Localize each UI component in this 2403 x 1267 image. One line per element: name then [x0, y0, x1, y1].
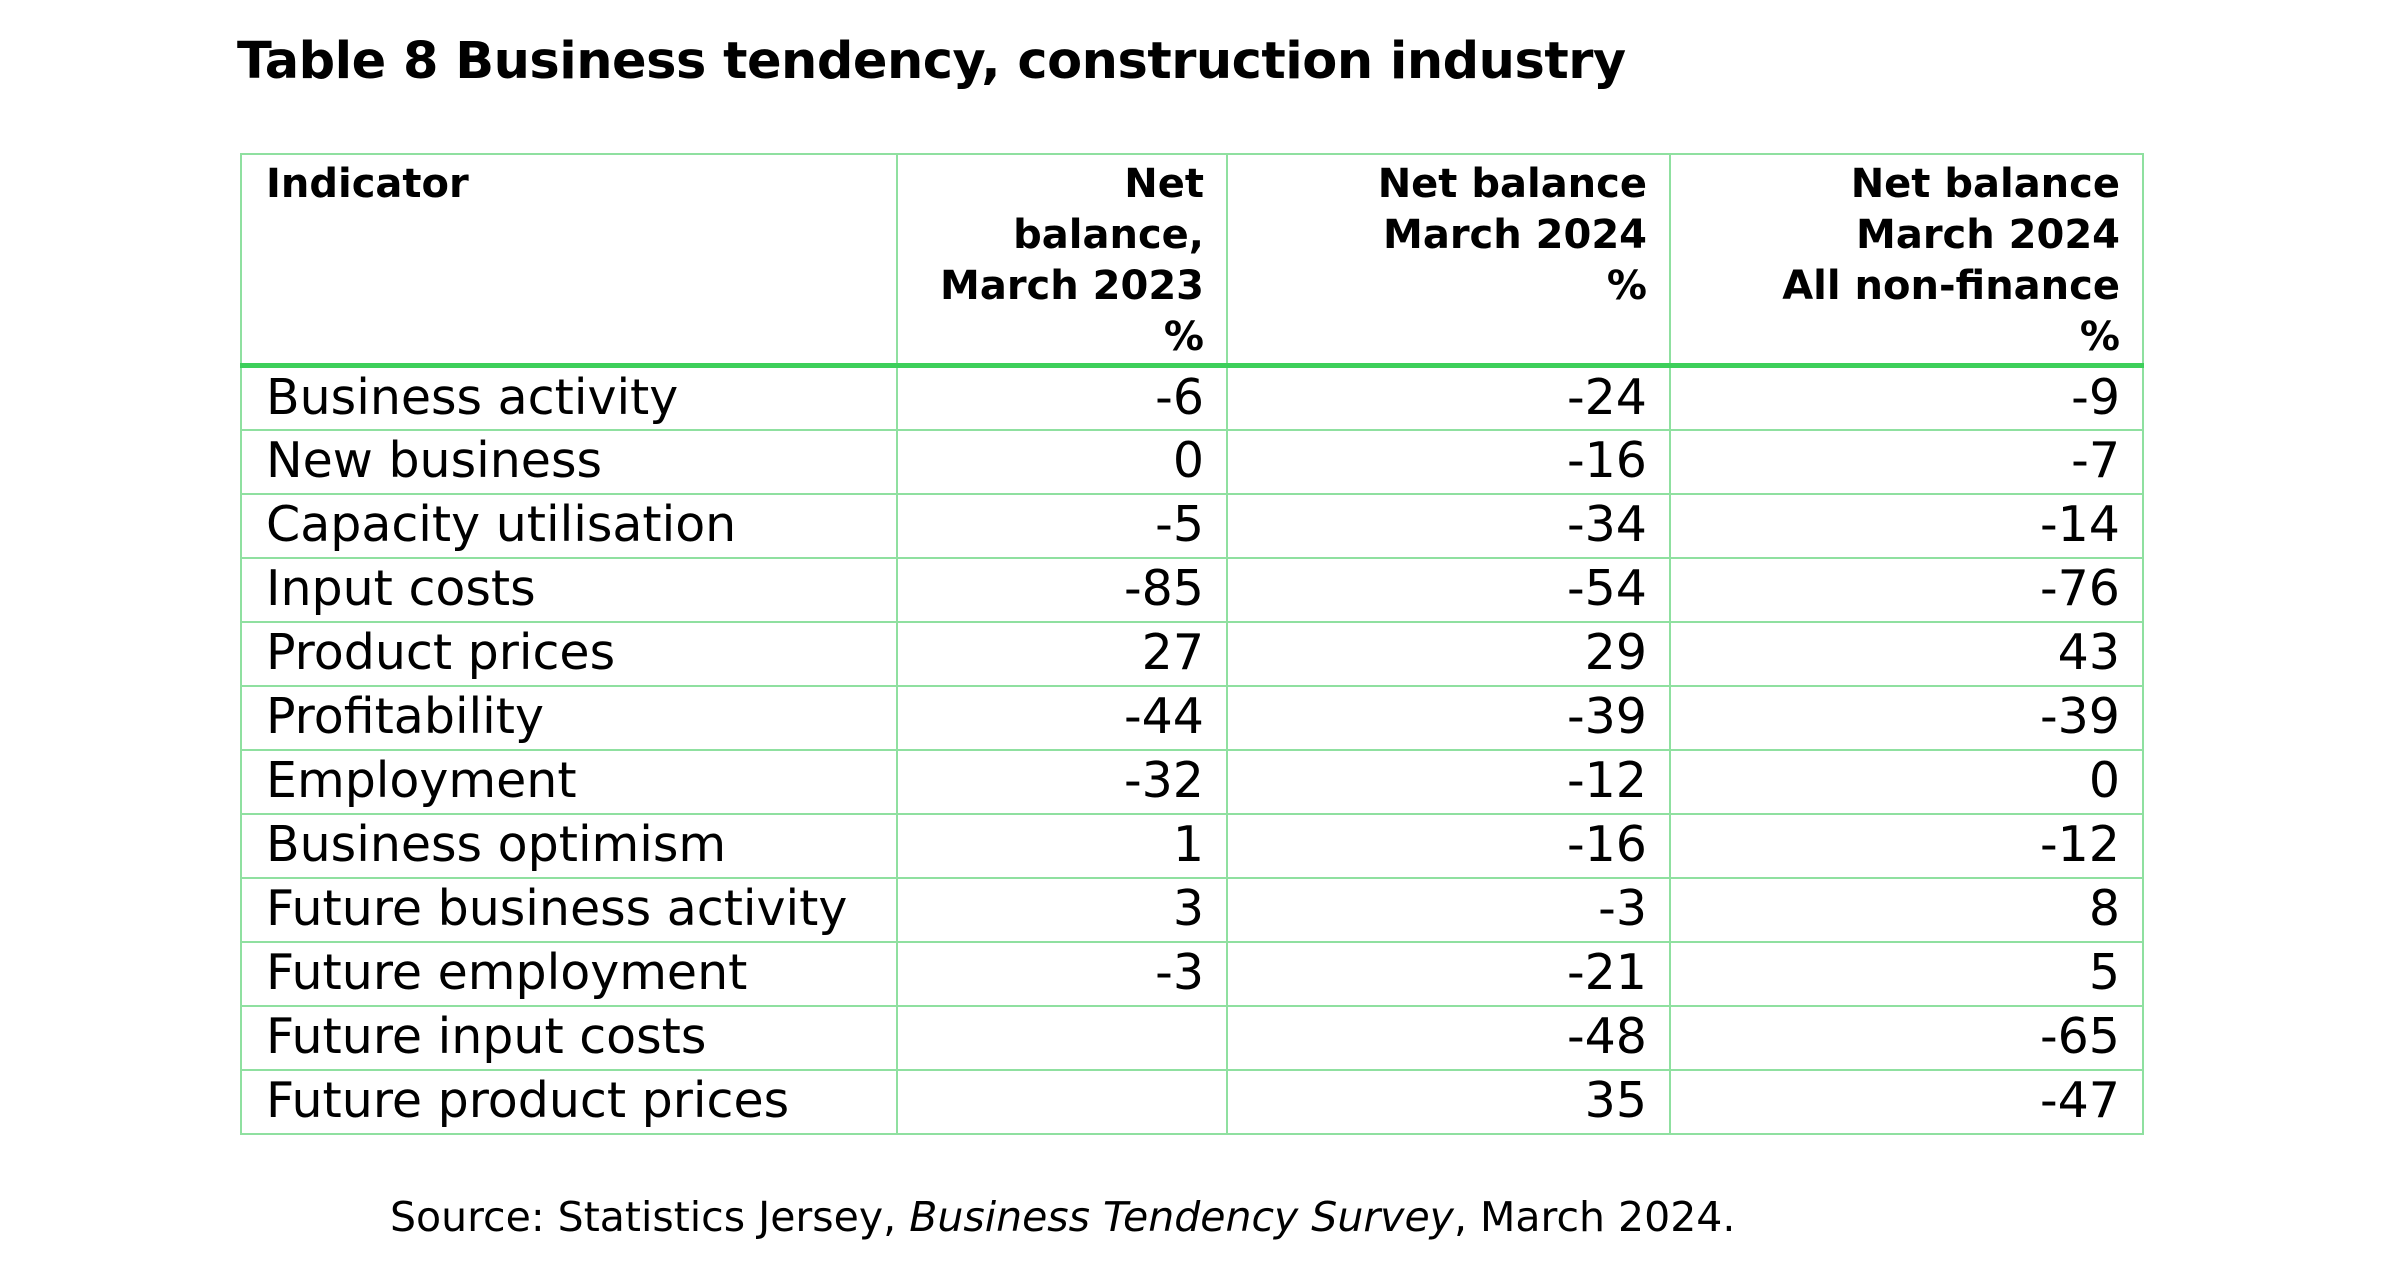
value-march-2024: -16	[1226, 812, 1671, 879]
value-march-2023: -3	[896, 940, 1228, 1007]
value-march-2024: -54	[1226, 556, 1671, 623]
value-march-2023: -5	[896, 492, 1228, 559]
row-label: Capacity utilisation	[240, 492, 898, 559]
value-march-2024: -39	[1226, 684, 1671, 751]
value-march-2024: -12	[1226, 748, 1671, 815]
row-label: Future business activity	[240, 876, 898, 943]
table-row: New business 0 -16 -7	[240, 428, 2144, 495]
row-label: Product prices	[240, 620, 898, 687]
value-all-non-finance: -39	[1669, 684, 2144, 751]
row-label: Employment	[240, 748, 898, 815]
value-all-non-finance: -47	[1669, 1068, 2144, 1135]
table-row: Capacity utilisation -5 -34 -14	[240, 492, 2144, 559]
value-march-2023: 0	[896, 428, 1228, 495]
table-title: Table 8 Business tendency, construction …	[237, 32, 1626, 91]
table-row: Product prices 27 29 43	[240, 620, 2144, 687]
header-line: Net balance	[1850, 161, 2120, 207]
value-march-2023: -44	[896, 684, 1228, 751]
value-march-2024: -16	[1226, 428, 1671, 495]
header-line: %	[1606, 263, 1647, 309]
table-row: Future product prices 35 -47	[240, 1068, 2144, 1135]
value-all-non-finance: -65	[1669, 1004, 2144, 1071]
value-march-2024: 29	[1226, 620, 1671, 687]
row-label: Future input costs	[240, 1004, 898, 1071]
table-header: Indicator Net balance, March 2023 % Net …	[240, 153, 2144, 368]
header-net-balance-march-2023: Net balance, March 2023 %	[896, 153, 1228, 368]
value-march-2023: 3	[896, 876, 1228, 943]
row-label: Business optimism	[240, 812, 898, 879]
value-march-2024: -3	[1226, 876, 1671, 943]
value-all-non-finance: -12	[1669, 812, 2144, 879]
table-row: Business optimism 1 -16 -12	[240, 812, 2144, 879]
header-line: %	[1163, 314, 1204, 360]
value-all-non-finance: 0	[1669, 748, 2144, 815]
header-line: March 2024	[1856, 212, 2120, 258]
table-row: Input costs -85 -54 -76	[240, 556, 2144, 623]
source-note: Source: Statistics Jersey, Business Tend…	[390, 1190, 1735, 1244]
row-label: Profitability	[240, 684, 898, 751]
value-march-2024: 35	[1226, 1068, 1671, 1135]
source-prefix: Source: Statistics Jersey,	[390, 1193, 910, 1241]
value-all-non-finance: -76	[1669, 556, 2144, 623]
header-net-balance-all-non-finance: Net balance March 2024 All non-finance %	[1669, 153, 2144, 368]
table-row: Future input costs -48 -65	[240, 1004, 2144, 1071]
table-row: Future employment -3 -21 5	[240, 940, 2144, 1007]
table-body: Business activity -6 -24 -9 New business…	[240, 364, 2144, 1135]
value-march-2024: -24	[1226, 364, 1671, 431]
header-line: %	[2079, 314, 2120, 360]
value-march-2023	[896, 1004, 1228, 1071]
row-label: Input costs	[240, 556, 898, 623]
header-row: Indicator Net balance, March 2023 % Net …	[240, 153, 2144, 368]
header-line: March 2023	[940, 263, 1204, 309]
header-line: Indicator	[266, 161, 469, 207]
table-row: Profitability -44 -39 -39	[240, 684, 2144, 751]
value-march-2024: -21	[1226, 940, 1671, 1007]
business-tendency-table: Indicator Net balance, March 2023 % Net …	[240, 153, 2144, 1135]
value-all-non-finance: -7	[1669, 428, 2144, 495]
header-line: Net balance	[1377, 161, 1647, 207]
header-indicator: Indicator	[240, 153, 898, 368]
value-march-2023: 1	[896, 812, 1228, 879]
row-label: Business activity	[240, 364, 898, 431]
value-march-2024: -48	[1226, 1004, 1671, 1071]
value-march-2024: -34	[1226, 492, 1671, 559]
value-all-non-finance: 8	[1669, 876, 2144, 943]
value-all-non-finance: 5	[1669, 940, 2144, 1007]
header-line: Net balance,	[1013, 161, 1204, 258]
header-line: March 2024	[1383, 212, 1647, 258]
value-march-2023: -32	[896, 748, 1228, 815]
value-all-non-finance: 43	[1669, 620, 2144, 687]
table-row: Employment -32 -12 0	[240, 748, 2144, 815]
source-suffix: , March 2024.	[1453, 1193, 1736, 1241]
row-label: Future employment	[240, 940, 898, 1007]
header-net-balance-march-2024: Net balance March 2024 %	[1226, 153, 1671, 368]
row-label: New business	[240, 428, 898, 495]
header-line: All non-finance	[1782, 263, 2120, 309]
value-march-2023: -85	[896, 556, 1228, 623]
value-all-non-finance: -9	[1669, 364, 2144, 431]
table-row: Business activity -6 -24 -9	[240, 364, 2144, 431]
value-all-non-finance: -14	[1669, 492, 2144, 559]
value-march-2023: -6	[896, 364, 1228, 431]
table-row: Future business activity 3 -3 8	[240, 876, 2144, 943]
source-publication: Business Tendency Survey	[909, 1193, 1454, 1241]
value-march-2023	[896, 1068, 1228, 1135]
value-march-2023: 27	[896, 620, 1228, 687]
row-label: Future product prices	[240, 1068, 898, 1135]
